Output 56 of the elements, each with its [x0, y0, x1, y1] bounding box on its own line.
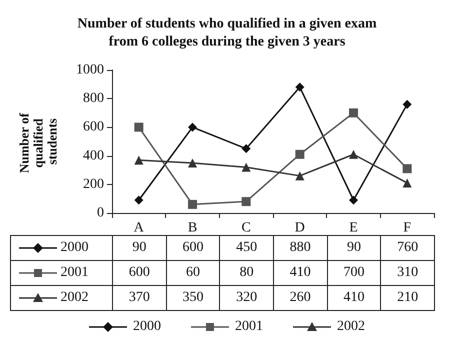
point — [402, 178, 412, 188]
data-label: 90 — [327, 236, 381, 260]
data-label: 760 — [380, 236, 434, 260]
data-label: 210 — [380, 286, 434, 310]
point — [134, 122, 144, 132]
point — [134, 156, 144, 165]
data-label: 600 — [112, 260, 166, 286]
point — [188, 122, 197, 132]
legend-label: 2000 — [60, 240, 88, 255]
legend-label: 2002 — [60, 290, 88, 305]
y-tick-label: 200 — [83, 176, 104, 192]
data-label: 260 — [273, 286, 328, 310]
data-label: 350 — [166, 286, 220, 310]
y-tick-label: 600 — [83, 120, 104, 135]
data-label: 310 — [380, 260, 434, 286]
x-tick-label: D — [294, 220, 305, 236]
point — [188, 200, 197, 209]
data-label: 410 — [327, 286, 381, 310]
data-label: 320 — [220, 286, 274, 310]
data-label: 80 — [220, 260, 274, 286]
text: 2000 — [133, 319, 161, 334]
point — [349, 108, 358, 118]
point — [402, 164, 412, 174]
x-tick-label: B — [188, 220, 198, 236]
y-tick-label: 0 — [97, 206, 104, 220]
x-tick-label: A — [134, 220, 145, 236]
point — [242, 144, 251, 154]
point — [242, 197, 251, 206]
point — [349, 150, 358, 159]
point — [242, 162, 251, 172]
x-tick-label: C — [241, 220, 251, 236]
y-tick-label: 800 — [83, 91, 104, 106]
data-label: 60 — [166, 260, 220, 286]
text: 2002 — [337, 319, 365, 334]
x-tick-label: F — [403, 220, 412, 236]
point — [188, 158, 197, 168]
y-axis-title: Number of qualified students — [16, 110, 60, 174]
legend-label: 2001 — [60, 265, 88, 280]
point — [295, 82, 304, 92]
y-tick-label: 400 — [83, 148, 104, 164]
data-label: 410 — [273, 260, 328, 286]
point — [349, 196, 358, 205]
data-label: 90 — [112, 236, 166, 260]
data-label: 370 — [112, 286, 166, 310]
point — [134, 196, 144, 205]
data-label: 450 — [220, 236, 274, 260]
data-label: 700 — [327, 260, 381, 286]
y-tick-label: 1000 — [76, 62, 104, 78]
point — [295, 150, 304, 159]
chart-title: Number of students who qualified in a given exam from 6 colleges during the given 3 years — [77, 16, 377, 50]
point — [402, 100, 412, 109]
text: 2001 — [235, 319, 263, 334]
point — [295, 171, 304, 180]
data-label: 880 — [273, 236, 328, 260]
data-label: 600 — [166, 236, 220, 260]
x-tick-label: E — [349, 220, 358, 236]
